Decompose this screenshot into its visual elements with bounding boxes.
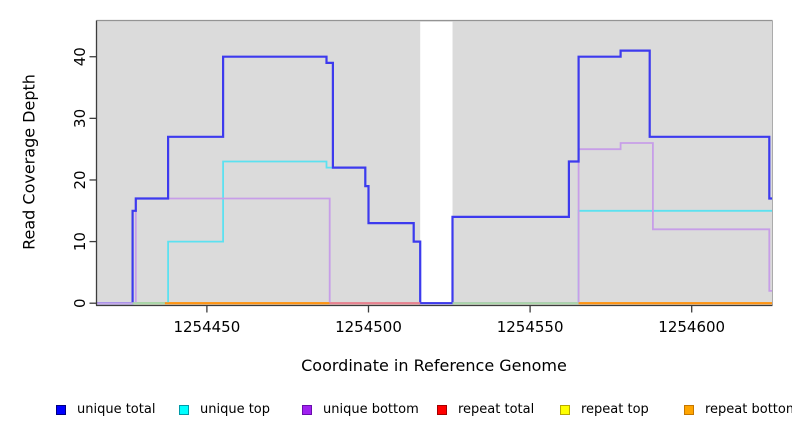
- x-tick-label: 1254450: [173, 318, 240, 336]
- legend-item-unique-top: unique top: [179, 401, 270, 419]
- legend-label: repeat total: [458, 402, 535, 417]
- x-tick-label: 1254500: [335, 318, 402, 336]
- legend-label: unique total: [77, 402, 156, 417]
- x-tick-label: 1254600: [658, 318, 725, 336]
- x-tick-label: 1254550: [497, 318, 564, 336]
- y-tick-label: 20: [71, 170, 89, 189]
- legend-item-repeat-total: repeat total: [437, 401, 534, 419]
- unique-total-swatch-icon: [56, 405, 66, 415]
- unique-bottom-swatch-icon: [302, 405, 312, 415]
- repeat-top-swatch-icon: [560, 405, 570, 415]
- x-axis-title: Coordinate in Reference Genome: [301, 356, 567, 375]
- chart-legend: unique total unique top unique bottom re…: [0, 401, 792, 419]
- repeat-total-swatch-icon: [437, 405, 447, 415]
- unique-top-swatch-icon: [179, 405, 189, 415]
- coverage-gap-region: [420, 21, 453, 305]
- y-tick-label: 10: [71, 232, 89, 251]
- legend-label: repeat top: [581, 402, 649, 417]
- y-axis-title: Read Coverage Depth: [20, 74, 39, 250]
- series-line-unique-total: [97, 49, 773, 305]
- legend-item-repeat-top: repeat top: [560, 401, 649, 419]
- y-tick-label: 30: [71, 109, 89, 128]
- legend-item-repeat-bottom: repeat bottom: [684, 401, 792, 419]
- chart-plot-area: 1254450 1254500 1254550 1254600 0 10 20 30 40: [71, 19, 773, 336]
- legend-item-unique-bottom: unique bottom: [302, 401, 419, 419]
- legend-item-unique-total: unique total: [56, 401, 155, 419]
- legend-label: unique bottom: [323, 402, 419, 417]
- repeat-bottom-swatch-icon: [684, 405, 694, 415]
- y-tick-label: 40: [71, 47, 89, 66]
- y-tick-label: 0: [71, 298, 89, 308]
- legend-label: unique top: [200, 402, 271, 417]
- legend-label: repeat bottom: [705, 402, 792, 417]
